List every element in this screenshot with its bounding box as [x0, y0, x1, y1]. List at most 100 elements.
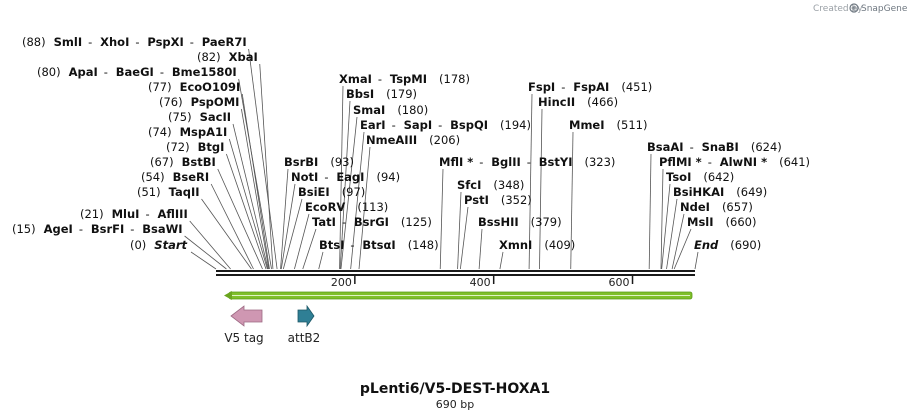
site-name[interactable]: XmaI: [339, 72, 372, 86]
v5-tag-arrow[interactable]: [230, 305, 263, 327]
site-name[interactable]: AflIII: [157, 207, 187, 221]
site-group-26[interactable]: HincII (466): [538, 95, 618, 109]
site-name[interactable]: BtsαI: [362, 238, 395, 252]
site-name[interactable]: SmaI: [353, 103, 385, 117]
site-group-22[interactable]: EcoRV (113): [305, 200, 388, 214]
site-name[interactable]: FspI: [528, 80, 555, 94]
site-name[interactable]: BstYI: [539, 155, 573, 169]
site-name[interactable]: PaeR7I: [202, 35, 247, 49]
site-name[interactable]: BsiEI: [298, 185, 330, 199]
site-group-1[interactable]: (82) XbaI: [197, 50, 258, 64]
site-name[interactable]: BtgI: [198, 140, 225, 154]
site-group-7[interactable]: (72) BtgI: [166, 140, 224, 154]
site-name[interactable]: BssHII: [478, 215, 519, 229]
feature-v5-tag[interactable]: V5 tag: [224, 305, 264, 345]
site-name[interactable]: MslI: [687, 215, 714, 229]
site-group-33[interactable]: BsaAI - SnaBI (624): [647, 140, 782, 154]
site-group-25[interactable]: FspI - FspAI (451): [528, 80, 652, 94]
site-group-16[interactable]: SmaI (180): [353, 103, 428, 117]
site-name[interactable]: XhoI: [100, 35, 129, 49]
site-group-23[interactable]: TatI - BsrGI (125): [312, 215, 432, 229]
site-name[interactable]: BspQI: [450, 118, 488, 132]
site-name[interactable]: XmnI: [499, 238, 532, 252]
site-group-14[interactable]: XmaI - TspMI (178): [339, 72, 470, 86]
site-group-6[interactable]: (74) MspA1I: [148, 125, 227, 139]
site-name[interactable]: PstI: [464, 193, 489, 207]
site-group-19[interactable]: BsrBI (93): [284, 155, 354, 169]
site-name[interactable]: EcoRV: [305, 200, 345, 214]
site-name[interactable]: BaeGI: [116, 65, 154, 79]
site-group-11[interactable]: (21) MluI - AflIII: [80, 207, 188, 221]
site-name[interactable]: BbsI: [346, 87, 374, 101]
site-name[interactable]: FspAI: [573, 80, 609, 94]
site-group-34[interactable]: PflMI * - AlwNI * (641): [659, 155, 810, 169]
site-group-27[interactable]: MmeI (511): [569, 118, 647, 132]
site-name[interactable]: NdeI: [680, 200, 710, 214]
site-name[interactable]: TatI: [312, 215, 336, 229]
site-group-37[interactable]: NdeI (657): [680, 200, 753, 214]
site-name[interactable]: BseRI: [173, 170, 210, 184]
site-name[interactable]: SnaBI: [702, 140, 739, 154]
site-name[interactable]: BsaAI: [647, 140, 684, 154]
site-name[interactable]: XbaI: [229, 50, 258, 64]
site-group-39[interactable]: End (690): [694, 238, 761, 252]
site-name[interactable]: BglII: [491, 155, 521, 169]
site-group-18[interactable]: NmeAIII (206): [366, 133, 460, 147]
site-group-8[interactable]: (67) BstBI: [150, 155, 216, 169]
site-group-21[interactable]: BsiEI (97): [298, 185, 365, 199]
site-group-30[interactable]: PstI (352): [464, 193, 532, 207]
orf-arrow[interactable]: [224, 291, 693, 300]
site-group-38[interactable]: MslI (660): [687, 215, 756, 229]
site-group-24[interactable]: BtsI - BtsαI (148): [319, 238, 439, 252]
site-group-36[interactable]: BsiHKAI (649): [673, 185, 767, 199]
site-name[interactable]: End: [694, 238, 719, 252]
site-name[interactable]: BsrGI: [354, 215, 389, 229]
site-name[interactable]: BtsI: [319, 238, 344, 252]
site-name[interactable]: MflI *: [439, 155, 473, 169]
site-name[interactable]: SmlI: [54, 35, 83, 49]
site-group-3[interactable]: (77) EcoO109I: [148, 80, 240, 94]
site-name[interactable]: BstBI: [182, 155, 216, 169]
site-name[interactable]: BsiHKAI: [673, 185, 724, 199]
site-name[interactable]: NotI: [291, 170, 318, 184]
site-name[interactable]: MspA1I: [180, 125, 228, 139]
site-group-12[interactable]: (15) AgeI - BsrFI - BsaWI: [12, 222, 183, 236]
site-name[interactable]: EcoO109I: [180, 80, 241, 94]
site-group-0[interactable]: (88) SmlI - XhoI - PspXI - PaeR7I: [22, 35, 247, 49]
site-group-13[interactable]: (0) Start: [130, 238, 188, 252]
site-name[interactable]: TspMI: [390, 72, 427, 86]
site-group-10[interactable]: (51) TaqII: [137, 185, 200, 199]
site-group-32[interactable]: XmnI (409): [499, 238, 575, 252]
site-name[interactable]: SapI: [404, 118, 433, 132]
site-name[interactable]: PspXI: [147, 35, 183, 49]
site-group-28[interactable]: MflI * - BglII - BstYI (323): [439, 155, 615, 169]
site-name[interactable]: SfcI: [457, 178, 481, 192]
site-name[interactable]: AgeI: [44, 222, 73, 236]
site-name[interactable]: BsrBI: [284, 155, 318, 169]
site-name[interactable]: AlwNI *: [720, 155, 767, 169]
site-name[interactable]: BsaWI: [142, 222, 182, 236]
site-group-35[interactable]: TsoI (642): [666, 170, 734, 184]
site-name[interactable]: EagI: [336, 170, 364, 184]
site-name[interactable]: PspOMI: [191, 95, 240, 109]
site-group-4[interactable]: (76) PspOMI: [159, 95, 239, 109]
feature-attb2[interactable]: attB2: [288, 304, 321, 345]
site-group-2[interactable]: (80) ApaI - BaeGI - Bme1580I: [37, 65, 237, 79]
site-name[interactable]: HincII: [538, 95, 575, 109]
site-name[interactable]: Bme1580I: [172, 65, 237, 79]
site-name[interactable]: PflMI *: [659, 155, 702, 169]
site-name[interactable]: BsrFI: [91, 222, 124, 236]
site-name[interactable]: SacII: [200, 110, 231, 124]
site-group-20[interactable]: NotI - EagI (94): [291, 170, 400, 184]
site-group-17[interactable]: EarI - SapI - BspQI (194): [360, 118, 531, 132]
site-group-9[interactable]: (54) BseRI: [141, 170, 209, 184]
site-group-29[interactable]: SfcI (348): [457, 178, 524, 192]
attb2-arrow[interactable]: [297, 304, 315, 328]
site-name[interactable]: EarI: [360, 118, 386, 132]
site-name[interactable]: Start: [154, 238, 187, 252]
site-name[interactable]: NmeAIII: [366, 133, 417, 147]
site-name[interactable]: TaqII: [169, 185, 200, 199]
site-name[interactable]: ApaI: [69, 65, 98, 79]
site-name[interactable]: MmeI: [569, 118, 605, 132]
site-group-31[interactable]: BssHII (379): [478, 215, 562, 229]
